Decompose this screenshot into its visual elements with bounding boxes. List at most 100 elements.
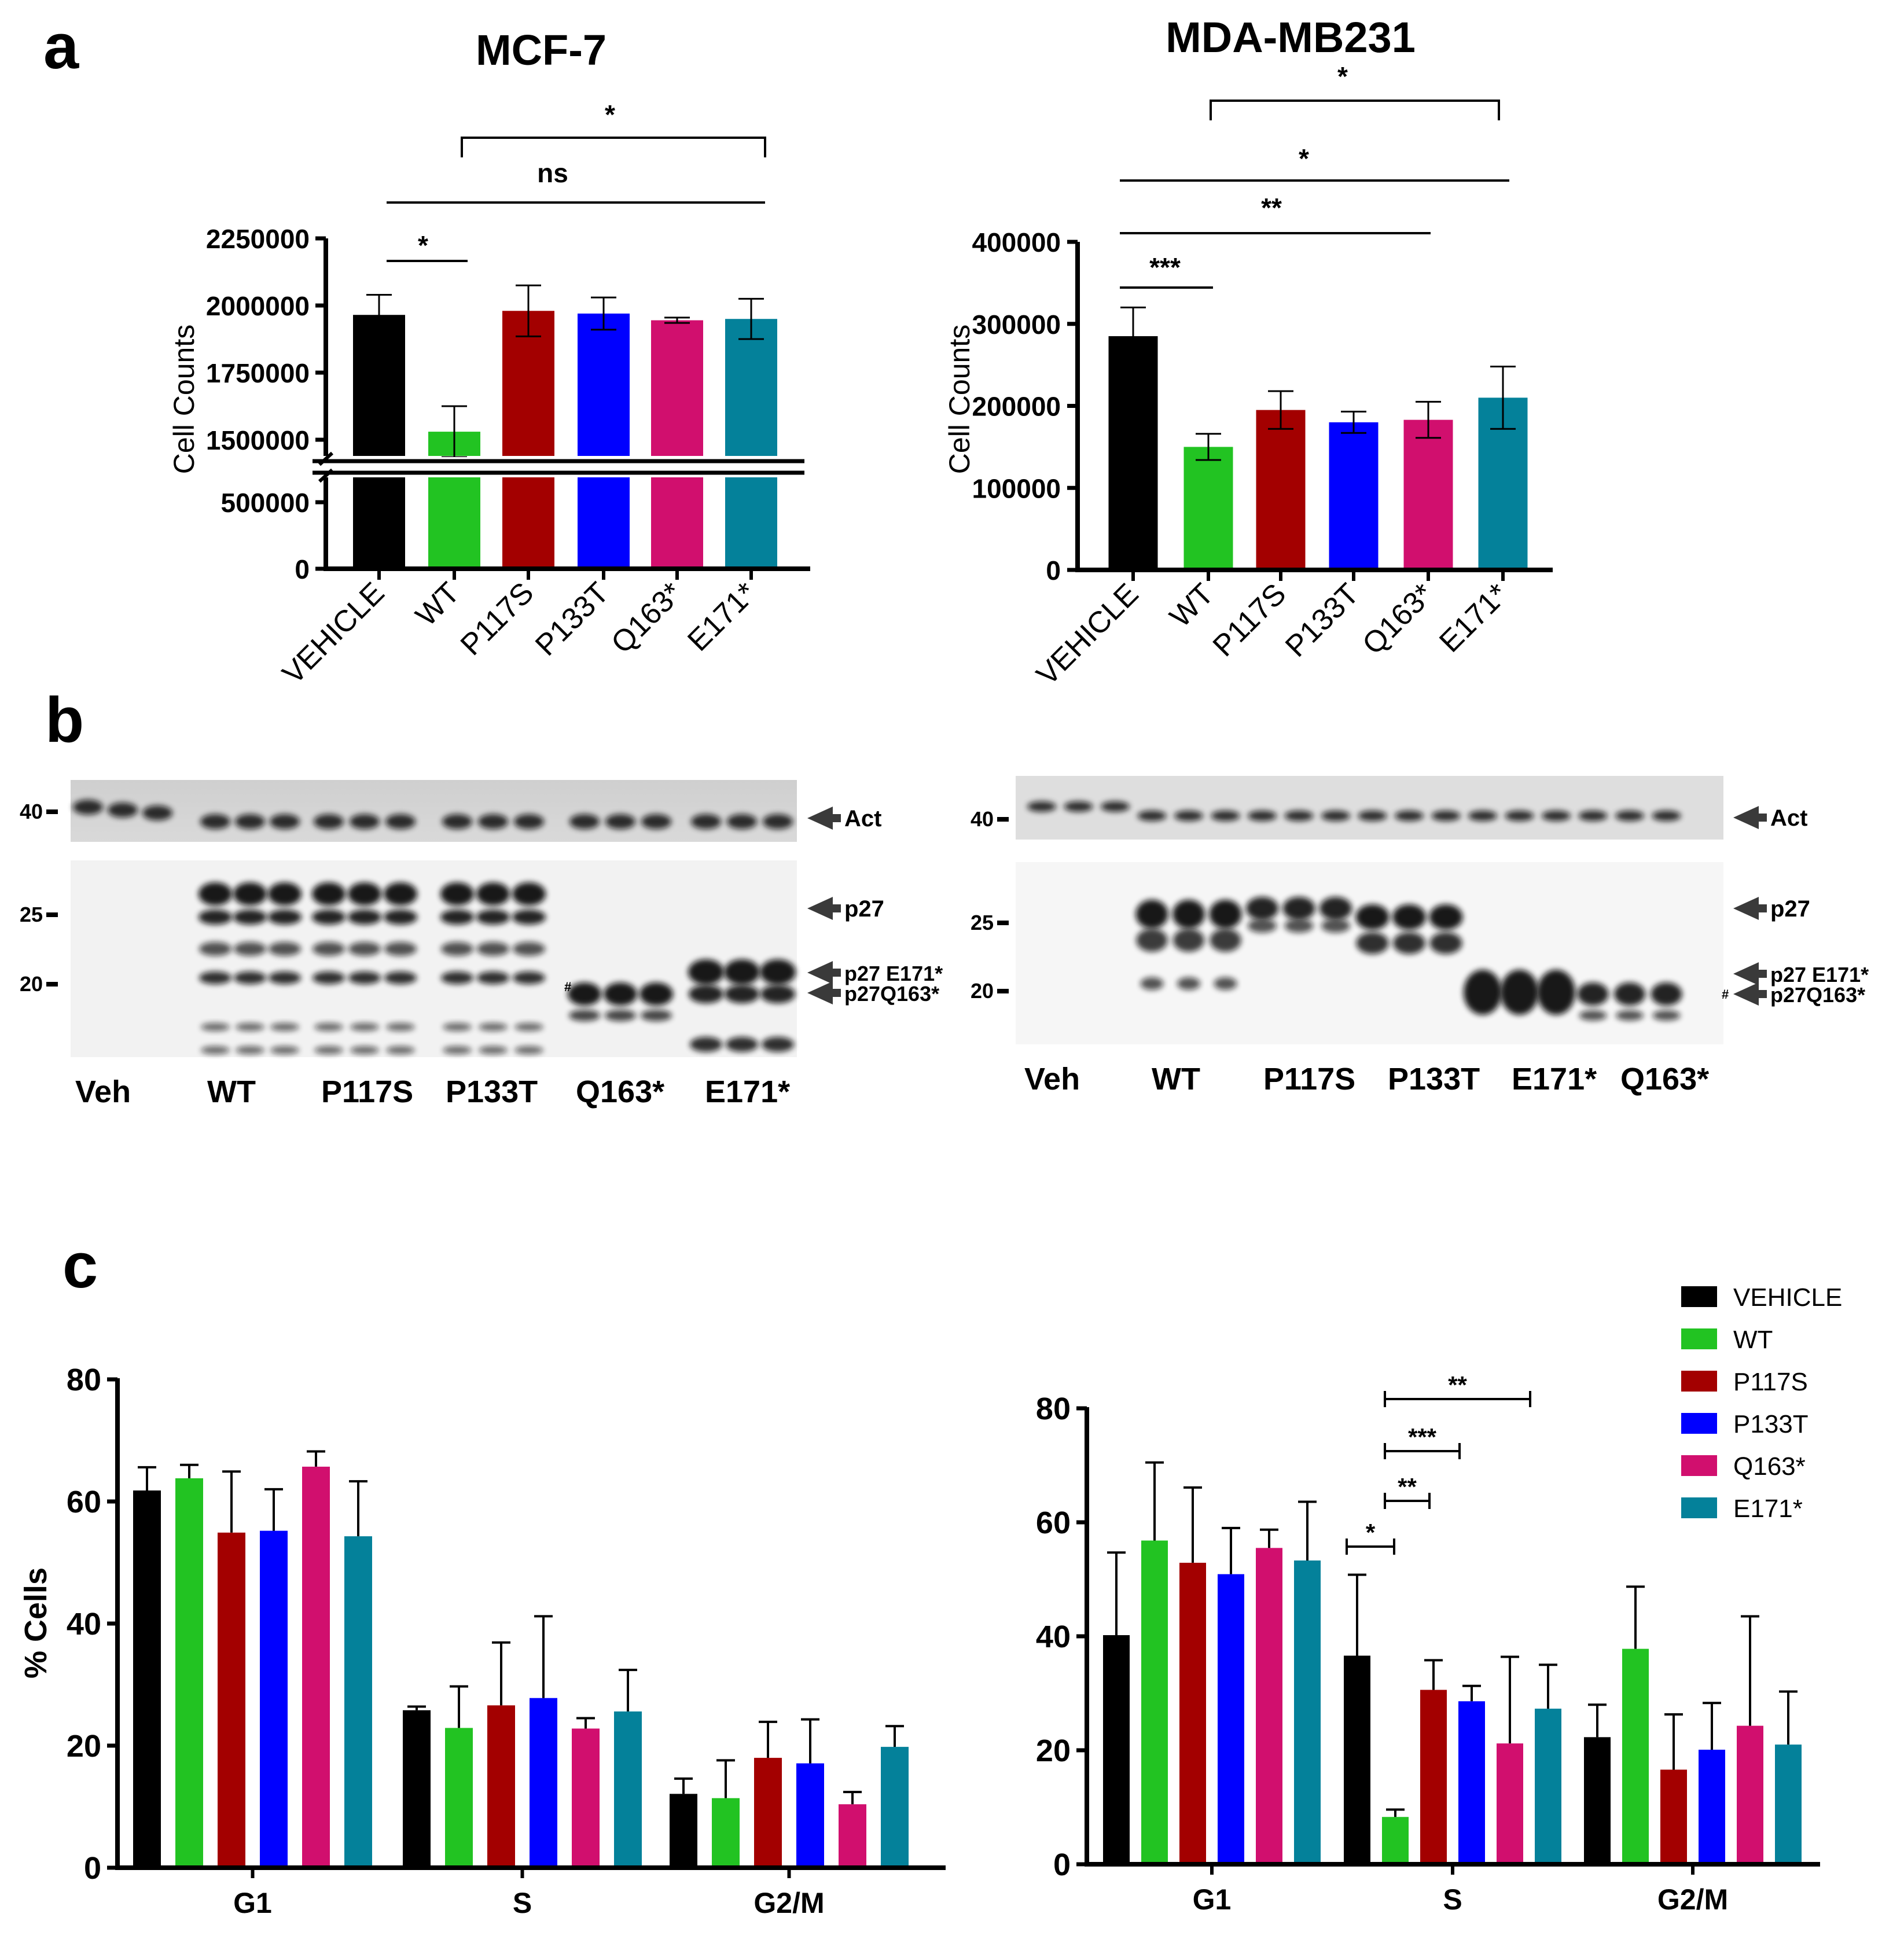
mcf7-ytick-label: 1500000	[206, 425, 310, 455]
blot-left-e171-band	[726, 1037, 758, 1052]
blot-right-p27-band	[1209, 900, 1242, 929]
blot-right-p27-band	[1319, 897, 1352, 920]
mcf7-bar-E171*-lower	[725, 477, 777, 569]
blot-left-p27-band	[312, 910, 345, 925]
blot-left-actin-band	[270, 814, 300, 829]
legend-label-P117S: P117S	[1733, 1368, 1808, 1396]
cellcycle-left-bar-S-WT	[445, 1728, 473, 1868]
legend-label-P133T: P133T	[1733, 1410, 1809, 1438]
mda-chart: MDA-MB231 Cell Counts ******* 4000003000…	[943, 13, 1553, 692]
blot-right-lane-label: P133T	[1388, 1062, 1480, 1096]
cellcycle-left-ticks: 80 60 40 20 0	[67, 1363, 791, 1886]
blot-left-p27-band	[233, 882, 267, 906]
cellcycle-left-errorbar-S-Q163*	[576, 1717, 595, 1729]
blot-left-p27-band	[199, 910, 232, 925]
blot-left-p27-band	[350, 1023, 379, 1031]
blot-left-p27-band	[348, 971, 381, 984]
mda-sig-label: **	[1261, 193, 1282, 223]
blot-right-actin-band	[1578, 811, 1608, 821]
cellcycle-left-ytick-label: 20	[67, 1729, 101, 1764]
mda-xtick-label: E171*	[1433, 577, 1515, 658]
blot-right-lane-label: Veh	[1024, 1062, 1080, 1096]
mcf7-bar-VEHICLE-upper	[353, 315, 405, 456]
mcf7-title: MCF-7	[476, 26, 607, 74]
blot-right-actin-band	[1174, 811, 1203, 821]
blot-left-p27-band	[386, 1023, 415, 1031]
blot-right-q163-band	[1616, 1010, 1644, 1021]
cellcycle-right-bar-G2/M-E171*	[1775, 1744, 1802, 1864]
mcf7-xtick-label: P117S	[454, 576, 541, 662]
blot-right-actin-band	[1321, 811, 1350, 821]
blot-left-actin-band	[235, 814, 265, 829]
blot-left-p27-band	[514, 1023, 543, 1031]
cellcycle-right-bar-G1-Q163*	[1256, 1548, 1282, 1864]
blot-left-actin-band	[641, 814, 671, 829]
cellcycle-right-bar-G2/M-P117S	[1660, 1769, 1687, 1864]
blot-left-q163-band	[569, 1010, 600, 1021]
mcf7-bar-E171*-upper	[725, 319, 777, 456]
cellcycle-right-bar-G2/M-VEHICLE	[1584, 1737, 1611, 1864]
blot-left-p27-band	[476, 910, 510, 925]
blot-right-e171-band	[1500, 970, 1539, 1015]
cellcycle-left-errorbar-G1-E171*	[349, 1480, 367, 1537]
blot-right-hash: #	[1722, 987, 1729, 1002]
blot-left-actin-band	[478, 814, 508, 829]
blot-marker-label: 20	[971, 979, 994, 1003]
cellcycle-left-ytick-label: 40	[67, 1607, 101, 1641]
mda-bar-VEHICLE	[1108, 336, 1158, 570]
blot-left-p27-band	[440, 910, 474, 925]
blot-right: 40 25 20 Act p27 p27 E171*p27Q163* # Veh WT P11…	[971, 776, 1869, 1096]
blot-right-markers: 40 25 20	[971, 807, 1009, 1003]
cellcycle-right-bar-S-E171*	[1535, 1709, 1561, 1864]
legend: VEHICLE WT P117S P133T Q163* E171*	[1681, 1283, 1842, 1523]
mcf7-ytick-label: 2250000	[206, 224, 310, 254]
cellcycle-left-xtick-label: S	[513, 1887, 532, 1919]
mcf7-axes	[324, 238, 810, 571]
legend-label-Q163*: Q163*	[1733, 1452, 1806, 1481]
cellcycle-right-bar-S-VEHICLE	[1344, 1655, 1370, 1864]
cellcycle-right-significance: ********	[1346, 1371, 1531, 1555]
mda-ylabel: Cell Counts	[943, 325, 976, 474]
arrow-p27-q163-label: p27Q163*	[1770, 983, 1865, 1007]
cellcycle-left-bar-G2/M-VEHICLE	[670, 1794, 697, 1868]
cellcycle-right-x-ticklabels: G1 S G2/M	[1193, 1883, 1728, 1916]
blot-left-e171-band	[762, 1037, 794, 1052]
blot-left-p27-band	[313, 971, 345, 984]
cellcycle-right-ytick-label: 80	[1036, 1392, 1071, 1426]
blot-left: 40 25 20 Act p27 p27 E171*p27Q163* # Veh WT P11…	[20, 780, 943, 1109]
mda-ytick-label: 100000	[972, 473, 1061, 503]
blot-left-lane-label: WT	[207, 1074, 256, 1109]
blot-right-p27-band	[1356, 932, 1389, 954]
blot-left-q163-band	[639, 982, 673, 1006]
blot-left-p27-band	[201, 1023, 230, 1031]
mcf7-ytick-label: 0	[295, 554, 310, 584]
arrow-p27-e171-icon	[1733, 962, 1767, 985]
cellcycle-right-errorbar-S-P117S	[1424, 1659, 1443, 1690]
panel-label-c: c	[63, 1230, 98, 1301]
cellcycle-right-errorbar-G1-P133T	[1222, 1526, 1240, 1574]
blot-left-p27-band	[348, 882, 381, 906]
mda-significance: *******	[1120, 61, 1509, 289]
blot-left-p27-band	[477, 971, 509, 984]
blot-left-lane-label: P117S	[321, 1074, 413, 1109]
blot-right-q163-band	[1614, 982, 1645, 1006]
cellcycle-left-ytick-label: 80	[67, 1363, 101, 1397]
mcf7-ticks: 2250000 2000000 1750000 1500000 500000 0	[206, 224, 753, 584]
blot-right-q163-band	[1577, 982, 1609, 1006]
cellcycle-right-bar-G1-P133T	[1218, 1574, 1244, 1864]
blot-left-p27-band	[384, 971, 417, 984]
mcf7-errorbar-P117S	[516, 284, 541, 337]
cellcycle-left-bar-S-VEHICLE	[403, 1710, 431, 1868]
mda-errorbar-Q163*	[1416, 400, 1441, 439]
cellcycle-sig-wt-e171-label: **	[1448, 1371, 1467, 1398]
blot-left-p27-band	[201, 1046, 230, 1054]
blot-right-lane-label: Q163*	[1620, 1062, 1709, 1096]
blot-right-actin-band	[1615, 811, 1644, 821]
blot-right-actin-band	[1284, 811, 1314, 821]
blot-left-p27-band	[236, 1023, 264, 1031]
mda-xtick-label: VEHICLE	[1030, 577, 1145, 691]
blot-left-p27-band	[443, 1023, 472, 1031]
arrow-p27-icon	[1733, 897, 1767, 920]
blot-left-p27-band	[513, 942, 545, 956]
cellcycle-right-bar-G1-P117S	[1179, 1562, 1206, 1864]
